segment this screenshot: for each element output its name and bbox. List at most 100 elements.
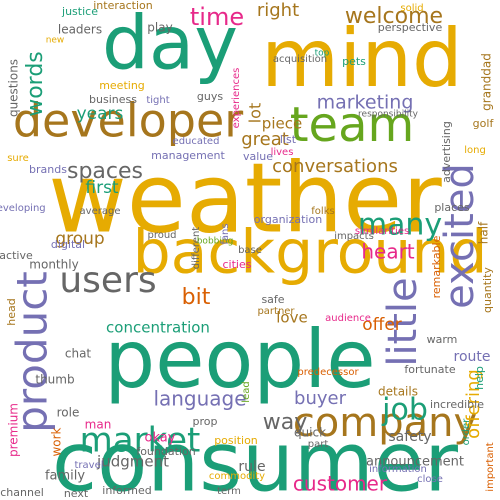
word: developing — [0, 203, 46, 214]
word: important — [485, 442, 496, 491]
word: safety — [388, 429, 431, 445]
word: many — [358, 208, 442, 243]
word: lot — [246, 103, 265, 124]
word: monthly — [29, 258, 78, 272]
word: right — [257, 0, 299, 21]
word: quick — [294, 426, 326, 440]
word: folks — [311, 206, 334, 217]
word: foundation — [136, 445, 195, 458]
word: interaction — [93, 0, 153, 12]
word: impacts — [334, 231, 374, 242]
word: offer — [362, 315, 402, 335]
word: solid — [400, 3, 423, 14]
word: judgment — [96, 453, 169, 471]
word: lead — [241, 381, 252, 402]
word: organization — [254, 213, 322, 226]
word: buyer — [294, 388, 347, 409]
word: okay — [145, 431, 176, 446]
word: years — [77, 104, 124, 124]
word: proud — [147, 230, 176, 241]
word: audience — [325, 313, 371, 324]
word: thumb — [35, 373, 74, 387]
word: acquisition — [273, 54, 327, 65]
word: users — [59, 260, 156, 301]
word: team — [290, 97, 415, 153]
word: background — [133, 218, 488, 288]
word: cities — [223, 258, 252, 271]
word: product — [8, 271, 57, 433]
word: bobbing — [197, 237, 234, 247]
word: bit — [182, 285, 211, 310]
word: leaders — [58, 23, 102, 37]
word: offering — [463, 369, 484, 439]
word: details — [378, 385, 418, 399]
word: way — [263, 410, 308, 435]
word: guys — [197, 90, 223, 103]
word: day — [102, 1, 238, 87]
word: long — [464, 145, 486, 156]
word: next — [64, 487, 89, 500]
word: order — [461, 418, 472, 446]
word: half — [477, 221, 491, 244]
word: information — [369, 464, 427, 475]
word: lives — [271, 147, 294, 158]
word: value — [243, 150, 273, 163]
word: company — [293, 400, 477, 446]
word: marketing — [317, 92, 414, 114]
word: love — [276, 309, 307, 327]
word: developer — [13, 94, 243, 148]
word: route — [454, 349, 491, 365]
word: granddad — [480, 53, 494, 111]
word: mind — [261, 12, 463, 105]
word: customer — [293, 472, 388, 496]
word: safe — [261, 293, 284, 306]
word: sure — [7, 153, 29, 164]
word: welcome — [345, 4, 443, 29]
word: advertising — [440, 121, 453, 183]
word: language — [153, 387, 246, 411]
word: premium — [7, 403, 21, 457]
word: head — [5, 298, 18, 325]
word: digital — [51, 238, 85, 251]
word: fans — [220, 223, 231, 244]
word: rule — [238, 459, 265, 475]
word: meeting — [99, 79, 145, 92]
word: chat — [65, 347, 92, 361]
word: role — [57, 406, 80, 420]
word: excited — [437, 163, 483, 309]
word: weather — [48, 142, 442, 254]
word: justice — [61, 5, 98, 18]
word: golf — [473, 117, 495, 130]
word: partner — [257, 306, 295, 317]
word: places — [434, 201, 470, 214]
word: people — [104, 313, 375, 406]
word: position — [214, 434, 258, 447]
word: remarkable — [430, 235, 443, 298]
word: play — [147, 21, 172, 35]
word: active — [0, 249, 33, 262]
word: first — [85, 178, 119, 198]
word: family — [45, 469, 85, 484]
word: commodity — [209, 471, 265, 482]
word: market — [80, 421, 201, 461]
word: job — [381, 393, 428, 428]
word: consumer — [52, 415, 458, 500]
word: warm — [427, 333, 458, 346]
word: new — [46, 36, 65, 46]
word: quantity — [481, 267, 494, 313]
word: spaces — [67, 159, 143, 184]
word: conversations — [272, 156, 398, 177]
word: experiences — [231, 68, 242, 129]
word: top — [315, 49, 330, 59]
word: announcement — [366, 455, 464, 470]
word: business — [89, 93, 137, 106]
word: channel — [0, 486, 44, 499]
word: prop — [193, 415, 218, 428]
word: man — [85, 418, 112, 432]
word: list — [280, 133, 297, 146]
word: management — [151, 149, 225, 162]
word: questions — [7, 59, 21, 117]
word: educated — [173, 136, 220, 147]
